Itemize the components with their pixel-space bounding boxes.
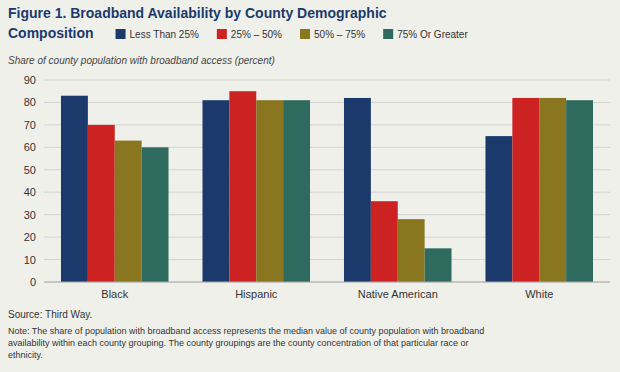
x-axis-line [44, 282, 610, 283]
bar [202, 100, 229, 282]
legend-swatch [300, 29, 310, 39]
chart: Figure 1. Broadband Availability by Coun… [0, 0, 620, 372]
bar [256, 100, 283, 282]
bar [371, 201, 398, 282]
x-axis: Black Hispanic Native American White [101, 288, 553, 300]
y-axis-label: Share of county population with broadban… [8, 55, 275, 66]
y-axis: 0 10 20 30 40 50 60 70 80 90 [24, 74, 610, 288]
title: Composition [8, 25, 94, 41]
legend-swatch [217, 29, 227, 39]
annotation: availability within each county grouping… [8, 338, 469, 348]
bar [398, 219, 425, 282]
grid-line [44, 80, 610, 81]
bar [425, 248, 452, 282]
bar [539, 98, 566, 282]
y-tick-label: 0 [30, 276, 36, 288]
bar [283, 100, 310, 282]
y-tick-label: 50 [24, 164, 36, 176]
title: Figure 1. Broadband Availability by Coun… [8, 5, 387, 21]
y-tick-label: 90 [24, 74, 36, 86]
bar [485, 136, 512, 282]
legend-swatch [383, 29, 393, 39]
page: {"chart_data": {"type": "bar", "title": … [0, 0, 620, 372]
background [0, 0, 620, 372]
bar [566, 100, 593, 282]
bar [88, 125, 115, 282]
x-tick-label: Hispanic [235, 288, 278, 300]
bar [512, 98, 539, 282]
annotation: Note: The share of population with broad… [8, 326, 484, 336]
y-tick-label: 80 [24, 96, 36, 108]
legend-label: 25% – 50% [231, 29, 282, 40]
legend-label: Less Than 25% [130, 29, 199, 40]
legend-label: 75% Or Greater [397, 29, 468, 40]
y-tick-label: 10 [24, 254, 36, 266]
legend-swatch [116, 29, 126, 39]
bars [61, 91, 593, 282]
bar [115, 141, 142, 282]
y-tick-label: 30 [24, 209, 36, 221]
annotation: Source: Third Way. [8, 309, 92, 320]
bar [61, 96, 88, 282]
legend-label: 50% – 75% [314, 29, 365, 40]
x-tick-label: White [525, 288, 553, 300]
bar [229, 91, 256, 282]
x-tick-label: Native American [358, 288, 438, 300]
grid-line [44, 282, 610, 283]
legend: Less Than 25% 25% – 50% 50% – 75% 75% Or Gr… [116, 29, 469, 40]
bar [344, 98, 371, 282]
annotation: ethnicity. [8, 350, 43, 360]
y-tick-label: 60 [24, 141, 36, 153]
y-tick-label: 20 [24, 231, 36, 243]
y-tick-label: 70 [24, 119, 36, 131]
bar [142, 147, 169, 282]
x-tick-label: Black [101, 288, 128, 300]
y-tick-label: 40 [24, 186, 36, 198]
